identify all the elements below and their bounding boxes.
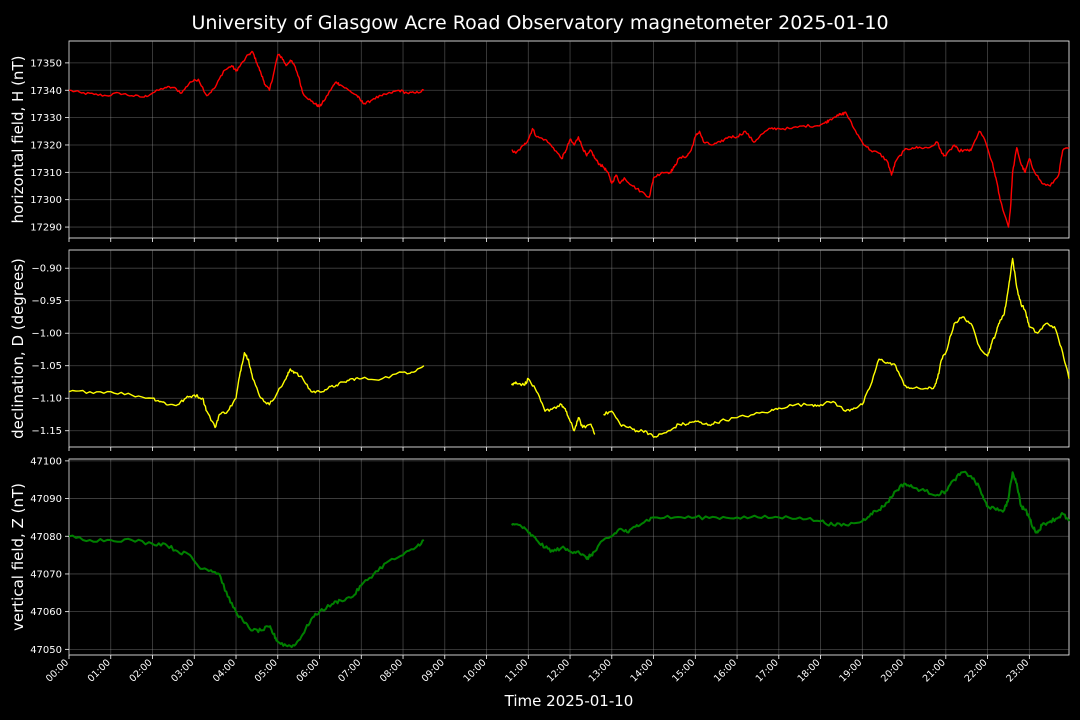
y-tick-label: 47070: [30, 569, 62, 580]
y-tick-label: 17350: [30, 58, 62, 69]
chart-title: University of Glasgow Acre Road Observat…: [191, 12, 888, 34]
y-tick-label: −1.00: [31, 329, 62, 340]
y-tick-label: 17290: [30, 223, 62, 234]
series-line-segment-1: [69, 50, 425, 108]
y-tick-label: 17330: [30, 113, 62, 124]
y-axis-label: horizontal field, H (nT): [9, 56, 27, 224]
y-axis-label: vertical field, Z (nT): [9, 483, 27, 631]
y-tick-label: 17300: [30, 195, 62, 206]
y-tick-label: −1.10: [31, 394, 62, 405]
plot-area: [68, 249, 1070, 448]
y-tick-label: 17310: [30, 168, 62, 179]
y-tick-label: −0.95: [31, 296, 62, 307]
panel-1: 17290 17300 17310 17320 17330 17340 17350horiz…: [9, 40, 1070, 242]
y-tick-label: 47050: [30, 645, 62, 656]
y-tick-label: 17340: [30, 86, 62, 97]
series-line-segment-2: [511, 111, 1070, 228]
y-tick-label: −1.05: [31, 361, 62, 372]
panel-3: 00:00 01:00 02:00 03:00 04:00 05:00 06:00 07:00…: [9, 456, 1070, 684]
plot-area: [68, 458, 1070, 656]
y-tick-label: 47080: [30, 532, 62, 543]
panel-2: −1.15 −1.10 −1.05 −1.00 −0.95 −0.90 declinatio…: [9, 249, 1070, 451]
series-line-segment-2: [510, 377, 596, 435]
x-axis-label: Time 2025-01-10: [504, 692, 634, 710]
y-tick-label: −0.90: [31, 264, 62, 275]
y-axis-label: declination, D (degrees): [9, 258, 27, 439]
chart-panels: 17290 17300 17310 17320 17330 17340 17350horiz…: [9, 40, 1070, 684]
series-line-segment-3: [603, 257, 1070, 438]
y-tick-label: −1.15: [31, 426, 62, 437]
series-line-segment-1: [68, 352, 425, 429]
y-tick-label: 47100: [30, 456, 62, 467]
y-tick-label: 47090: [30, 494, 62, 505]
series-line-segment-2: [511, 470, 1070, 561]
y-tick-label: 17320: [30, 140, 62, 151]
series-line-segment-1: [68, 534, 425, 649]
y-tick-label: 47060: [30, 607, 62, 618]
plot-area: [68, 40, 1070, 239]
